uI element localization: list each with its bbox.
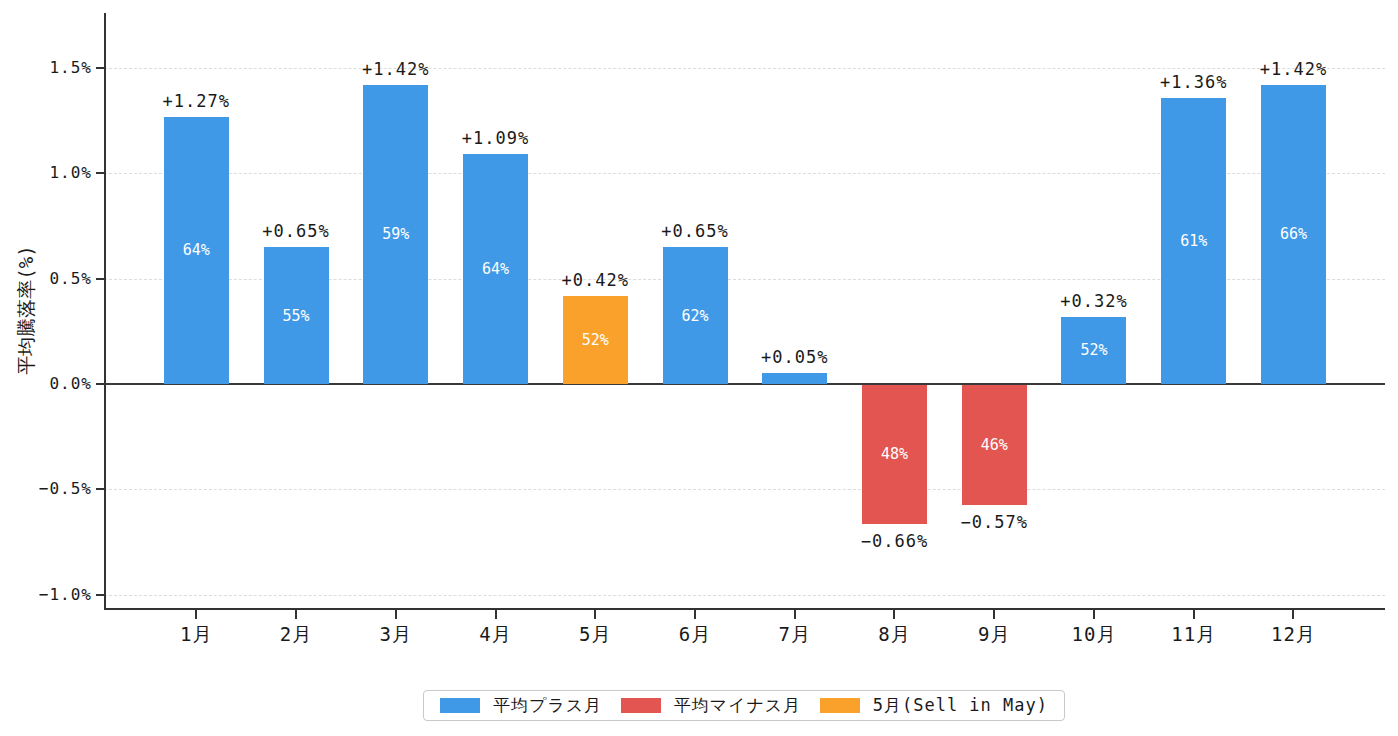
x-tick-4月	[495, 610, 497, 619]
bar-inside-label-4月: 64%	[463, 260, 528, 278]
legend-swatch-plus-icon	[440, 698, 480, 713]
x-tick-label-3月: 3月	[356, 622, 436, 648]
y-tick-1.5	[96, 67, 104, 69]
x-tick-10月	[1093, 610, 1095, 619]
bar-inside-label-11月: 61%	[1161, 232, 1226, 250]
x-tick-6月	[694, 610, 696, 619]
gridline--1	[104, 595, 1385, 596]
bar-7月	[762, 373, 827, 384]
chart-canvas: 1.5%1.0%0.5%0.0%−0.5%−1.0%+1.27%64%1月+0.…	[0, 0, 1398, 736]
y-axis-spine	[104, 13, 106, 608]
bar-value-label-6月: +0.65%	[640, 221, 750, 241]
y-tick-0	[96, 383, 104, 385]
bar-inside-label-6月: 62%	[663, 307, 728, 325]
x-tick-label-5月: 5月	[555, 622, 635, 648]
x-tick-1月	[195, 610, 197, 619]
bar-inside-label-9月: 46%	[962, 436, 1027, 454]
legend-item-minus: 平均マイナス月	[621, 694, 802, 717]
bar-inside-label-8月: 48%	[862, 445, 927, 463]
x-tick-5月	[594, 610, 596, 619]
y-tick-label--1: −1.0%	[20, 585, 92, 604]
x-tick-label-9月: 9月	[954, 622, 1034, 648]
bar-inside-label-10月: 52%	[1061, 341, 1126, 359]
x-tick-label-8月: 8月	[854, 622, 934, 648]
legend-label-plus: 平均プラス月	[493, 694, 602, 717]
legend-swatch-may-icon	[820, 698, 860, 713]
plot-area: 1.5%1.0%0.5%0.0%−0.5%−1.0%+1.27%64%1月+0.…	[0, 0, 1398, 736]
bar-value-label-12月: +1.42%	[1238, 59, 1348, 79]
legend-item-may: 5月(Sell in May)	[820, 694, 1048, 717]
y-tick-label-1.5: 1.5%	[20, 58, 92, 77]
bar-value-label-8月: −0.66%	[839, 531, 949, 551]
y-axis-title: 平均騰落率(%)	[14, 245, 40, 374]
x-tick-label-1月: 1月	[156, 622, 236, 648]
y-tick--1	[96, 594, 104, 596]
bar-value-label-5月: +0.42%	[540, 270, 650, 290]
x-tick-label-10月: 10月	[1054, 622, 1134, 648]
x-tick-label-2月: 2月	[256, 622, 336, 648]
legend-item-plus: 平均プラス月	[440, 694, 602, 717]
bar-inside-label-5月: 52%	[563, 331, 628, 349]
bar-value-label-1月: +1.27%	[141, 91, 251, 111]
y-tick-label-1: 1.0%	[20, 163, 92, 182]
bar-value-label-4月: +1.09%	[441, 128, 551, 148]
x-tick-2月	[295, 610, 297, 619]
bar-inside-label-1月: 64%	[164, 241, 229, 259]
x-tick-12月	[1292, 610, 1294, 619]
y-tick-0.5	[96, 278, 104, 280]
bar-value-label-3月: +1.42%	[341, 59, 451, 79]
x-tick-label-11月: 11月	[1154, 622, 1234, 648]
legend-label-may: 5月(Sell in May)	[873, 694, 1048, 717]
bar-value-label-11月: +1.36%	[1139, 72, 1249, 92]
y-tick--0.5	[96, 488, 104, 490]
x-tick-label-7月: 7月	[755, 622, 835, 648]
bar-value-label-7月: +0.05%	[740, 347, 850, 367]
bar-value-label-9月: −0.57%	[939, 512, 1049, 532]
bar-inside-label-3月: 59%	[363, 225, 428, 243]
gridline--0.5	[104, 489, 1385, 490]
bar-value-label-2月: +0.65%	[241, 221, 351, 241]
x-tick-3月	[395, 610, 397, 619]
legend-swatch-minus-icon	[621, 698, 661, 713]
x-tick-label-12月: 12月	[1253, 622, 1333, 648]
x-tick-label-4月: 4月	[456, 622, 536, 648]
bar-inside-label-12月: 66%	[1261, 225, 1326, 243]
x-tick-9月	[993, 610, 995, 619]
x-tick-label-6月: 6月	[655, 622, 735, 648]
x-tick-11月	[1193, 610, 1195, 619]
y-tick-1	[96, 172, 104, 174]
bar-value-label-10月: +0.32%	[1039, 291, 1149, 311]
y-tick-label-0: 0.0%	[20, 374, 92, 393]
legend-label-minus: 平均マイナス月	[674, 694, 802, 717]
legend: 平均プラス月 平均マイナス月 5月(Sell in May)	[423, 690, 1065, 721]
y-tick-label--0.5: −0.5%	[20, 479, 92, 498]
gridline-1.5	[104, 68, 1385, 69]
x-tick-8月	[893, 610, 895, 619]
x-tick-7月	[794, 610, 796, 619]
bar-inside-label-2月: 55%	[264, 307, 329, 325]
